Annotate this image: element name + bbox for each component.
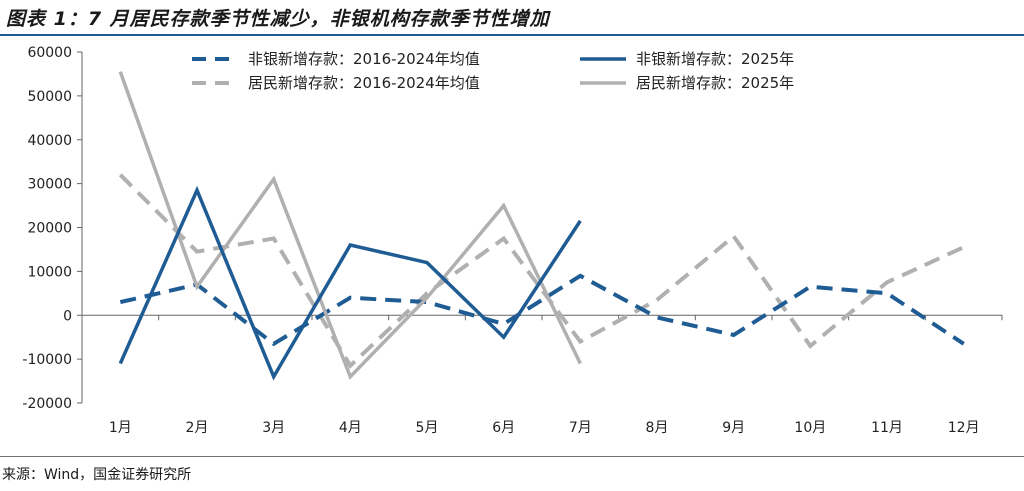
- legend: 非银新增存款：2016-2024年均值 非银新增存款：2025年居民新增存款：20…: [192, 50, 794, 92]
- y-tick-label: 0: [63, 308, 72, 324]
- x-tick-label: 8月: [646, 420, 669, 436]
- title-divider: [0, 34, 1024, 36]
- y-tick-label: 30000: [27, 177, 72, 193]
- x-axis: 1月 2月 3月 4月 5月 6月 7月 8月 9月 10月 11月 12月: [81, 314, 1003, 436]
- series-layer: [118, 71, 965, 381]
- legend-label-3: 居民新增存款：2025年: [636, 74, 794, 92]
- y-tick-label: 20000: [27, 221, 72, 237]
- chart-title: 图表 1：7 月居民存款季节性减少，非银机构存款季节性增加: [6, 8, 550, 30]
- x-tick-label: 11月: [871, 420, 903, 436]
- x-tick-label: 12月: [948, 420, 980, 436]
- x-tick-label: 5月: [416, 420, 439, 436]
- x-tick-label: 2月: [186, 420, 209, 436]
- y-axis: -20000 -10000 0 10000 20000 30000 40000 50000 60…: [22, 45, 83, 412]
- title-bar: 图表 1：7 月居民存款季节性减少，非银机构存款季节性增加: [0, 0, 1024, 36]
- x-tick-label: 4月: [339, 420, 362, 436]
- y-tick-label: -20000: [22, 396, 72, 412]
- x-tick-label: 3月: [262, 420, 285, 436]
- x-tick-label: 9月: [722, 420, 745, 436]
- x-tick-label: 6月: [492, 420, 515, 436]
- y-tick-label: -10000: [22, 352, 72, 368]
- x-tick-label: 1月: [109, 420, 132, 436]
- series-line-1: [118, 185, 582, 381]
- y-tick-label: 40000: [27, 133, 72, 149]
- y-tick-label: 50000: [27, 89, 72, 105]
- series-line-3: [118, 71, 582, 380]
- line-chart: -20000 -10000 0 10000 20000 30000 40000 50000 60…: [22, 45, 1003, 436]
- series-line-2: [118, 173, 965, 369]
- x-tick-label: 7月: [569, 420, 592, 436]
- x-tick-label: 10月: [794, 420, 826, 436]
- series-line-0: [119, 273, 965, 347]
- y-tick-label: 10000: [27, 264, 72, 280]
- legend-label-0: 非银新增存款：2016-2024年均值: [248, 50, 480, 68]
- legend-label-2: 居民新增存款：2016-2024年均值: [248, 74, 480, 92]
- y-tick-label: 60000: [27, 45, 72, 61]
- source-divider: [0, 456, 1024, 457]
- legend-label-1: 非银新增存款：2025年: [636, 50, 794, 68]
- source-note: 来源：Wind，国金证券研究所: [2, 467, 192, 483]
